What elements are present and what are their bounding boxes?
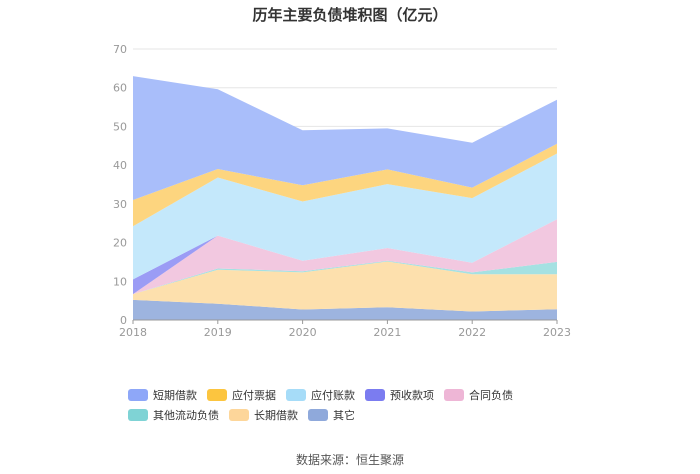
legend-swatch — [365, 389, 385, 401]
legend-label: 短期借款 — [153, 389, 197, 402]
axes: 0 10 20 30 40 50 60 70 2018 2019 2020 2021 2022 2023 — [113, 43, 571, 339]
legend-swatch — [128, 389, 148, 401]
legend-item[interactable]: 短期借款 — [128, 388, 197, 402]
legend-label: 其它 — [333, 409, 355, 422]
chart-title: 历年主要负债堆积图（亿元） — [252, 6, 448, 24]
legend-swatch — [207, 389, 227, 401]
y-tick-label: 50 — [113, 120, 127, 133]
area-短期借款 — [133, 76, 557, 200]
legend-label: 合同负债 — [469, 389, 513, 402]
y-tick-label: 70 — [113, 43, 127, 56]
x-tick-label: 2020 — [289, 326, 317, 339]
data-source: 数据来源：恒生聚源 — [295, 453, 404, 467]
legend-swatch — [308, 409, 328, 421]
legend-label: 预收款项 — [390, 389, 434, 402]
legend-swatch — [286, 389, 306, 401]
x-tick-label: 2022 — [458, 326, 486, 339]
x-tick-label: 2021 — [373, 326, 401, 339]
area-长期借款 — [133, 261, 557, 312]
legend-item[interactable]: 预收款项 — [365, 388, 434, 402]
y-tick-label: 20 — [113, 237, 127, 250]
y-tick-label: 10 — [113, 275, 127, 288]
y-tick-label: 0 — [120, 314, 127, 327]
y-tick-label: 30 — [113, 198, 127, 211]
y-tick-label: 40 — [113, 159, 127, 172]
area-series — [133, 76, 557, 320]
legend-item[interactable]: 其它 — [308, 408, 355, 422]
area-其它 — [133, 299, 557, 320]
y-tick-label: 60 — [113, 82, 127, 95]
legend-label: 应付账款 — [311, 389, 355, 402]
area-应付票据 — [133, 143, 557, 227]
legend-label: 应付票据 — [232, 389, 276, 402]
area-合同负债 — [133, 219, 557, 295]
legend-swatch — [229, 409, 249, 421]
x-tick-label: 2023 — [543, 326, 571, 339]
area-应付账款 — [133, 153, 557, 280]
legend-item[interactable]: 其他流动负债 — [128, 408, 219, 422]
legend-item[interactable]: 应付票据 — [207, 388, 276, 402]
legend-item[interactable]: 长期借款 — [229, 408, 298, 422]
x-tick-label: 2019 — [204, 326, 232, 339]
legend-swatch — [444, 389, 464, 401]
legend-swatch — [128, 409, 148, 421]
legend: 短期借款 应付票据 应付账款 预收款项 合同负债其他流动负债 长期借款 其它 — [128, 388, 598, 422]
legend-item[interactable]: 应付账款 — [286, 388, 355, 402]
legend-label: 其他流动负债 — [153, 409, 219, 422]
legend-item[interactable]: 合同负债 — [444, 388, 513, 402]
x-tick-label: 2018 — [119, 326, 147, 339]
legend-label: 长期借款 — [254, 409, 298, 422]
